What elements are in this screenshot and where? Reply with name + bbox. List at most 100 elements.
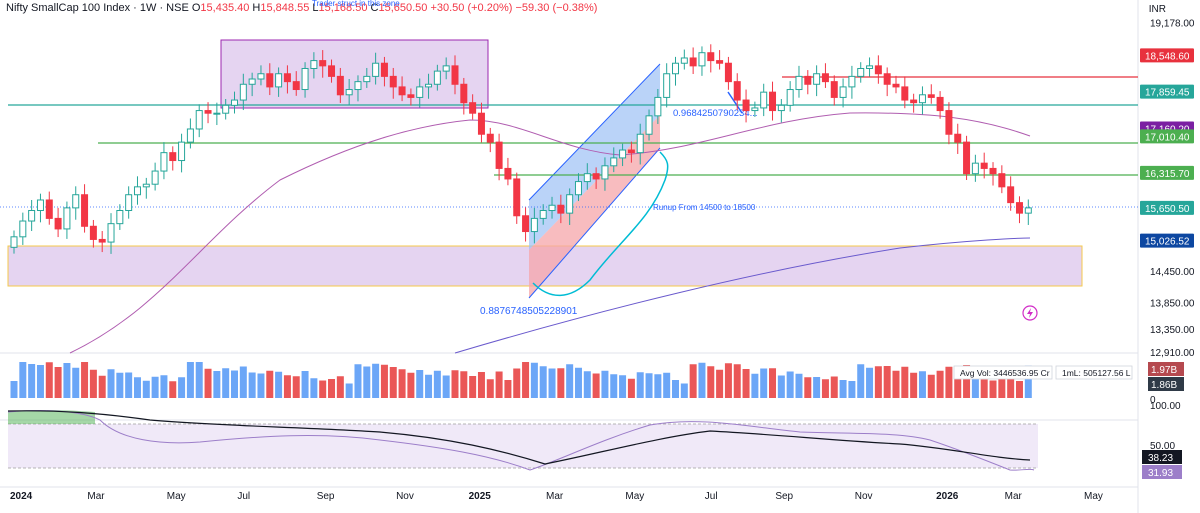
candle-body[interactable] (830, 81, 838, 98)
candle-body[interactable] (857, 67, 865, 77)
candle-body[interactable] (151, 170, 159, 185)
candle-body[interactable] (813, 73, 821, 85)
candle-body[interactable] (380, 62, 388, 77)
candle-body[interactable] (19, 220, 27, 238)
candle-body[interactable] (292, 81, 300, 91)
candle-body[interactable] (839, 86, 847, 98)
candle-body[interactable] (980, 162, 988, 169)
candle-body[interactable] (883, 73, 891, 85)
candle-body[interactable] (186, 128, 194, 143)
candle-body[interactable] (848, 75, 856, 88)
candle-body[interactable] (795, 75, 803, 91)
candle-body[interactable] (116, 210, 124, 225)
candle-body[interactable] (266, 73, 274, 88)
candle-body[interactable] (733, 81, 741, 101)
candle-body[interactable] (619, 149, 627, 159)
candle-body[interactable] (231, 99, 238, 106)
candle-body[interactable] (548, 204, 556, 212)
channel-upper[interactable] (529, 64, 660, 250)
lightning-icon[interactable] (1022, 305, 1038, 321)
candle-body[interactable] (636, 133, 644, 154)
candle-body[interactable] (407, 94, 415, 98)
candle-body[interactable] (769, 91, 777, 112)
candle-body[interactable] (495, 141, 503, 169)
candle-body[interactable] (936, 96, 944, 112)
candle-body[interactable] (566, 194, 574, 214)
candle-body[interactable] (680, 57, 688, 64)
candle-body[interactable] (169, 152, 177, 162)
candle-body[interactable] (389, 75, 397, 88)
candle-body[interactable] (539, 210, 547, 219)
candle-body[interactable] (698, 52, 706, 67)
candle-body[interactable] (354, 81, 362, 91)
candle-body[interactable] (530, 217, 538, 233)
candle-body[interactable] (654, 96, 662, 117)
candle-body[interactable] (751, 107, 759, 112)
candle-body[interactable] (372, 62, 380, 77)
candle-body[interactable] (1015, 202, 1023, 214)
candle-body[interactable] (592, 173, 600, 180)
candle-body[interactable] (707, 52, 715, 62)
candle-body[interactable] (36, 199, 44, 212)
candle-body[interactable] (363, 75, 371, 83)
candle-body[interactable] (777, 104, 785, 112)
candle-body[interactable] (971, 162, 979, 175)
candle-body[interactable] (1007, 186, 1015, 204)
candle-body[interactable] (583, 173, 591, 183)
candle-body[interactable] (81, 194, 89, 227)
candle-body[interactable] (283, 73, 291, 83)
candle-body[interactable] (918, 94, 926, 104)
candle-body[interactable] (178, 141, 186, 162)
candle-body[interactable] (301, 67, 309, 91)
candle-body[interactable] (204, 110, 212, 114)
candle-body[interactable] (160, 152, 168, 172)
candle-body[interactable] (901, 86, 909, 101)
candle-body[interactable] (319, 60, 327, 67)
candle-body[interactable] (574, 181, 582, 196)
candle-body[interactable] (98, 238, 106, 243)
candle-body[interactable] (645, 115, 653, 135)
candle-body[interactable] (672, 62, 679, 75)
candle-body[interactable] (345, 89, 353, 96)
candle-body[interactable] (663, 73, 671, 98)
candle-body[interactable] (125, 194, 133, 212)
candle-body[interactable] (425, 83, 433, 88)
candle-body[interactable] (627, 149, 635, 154)
candle-body[interactable] (433, 70, 441, 85)
candle-body[interactable] (275, 73, 283, 88)
candle-body[interactable] (689, 57, 697, 67)
price-axis[interactable]: 19,178.00 14,450.00 13,850.00 13,350.00 12,9… (1150, 18, 1195, 359)
candle-body[interactable] (248, 78, 256, 85)
candle-body[interactable] (10, 236, 18, 248)
candles[interactable] (10, 44, 1032, 254)
candle-body[interactable] (142, 183, 150, 188)
candle-body[interactable] (239, 83, 247, 101)
candle-body[interactable] (513, 178, 521, 217)
candle-body[interactable] (469, 102, 477, 114)
candle-body[interactable] (460, 83, 468, 104)
candle-body[interactable] (989, 167, 997, 175)
candle-body[interactable] (133, 186, 141, 196)
candle-body[interactable] (716, 60, 724, 64)
candle-body[interactable] (927, 94, 935, 98)
candle-body[interactable] (892, 83, 900, 88)
candle-body[interactable] (724, 62, 732, 83)
candle-body[interactable] (742, 99, 750, 112)
candle-body[interactable] (601, 165, 609, 180)
candle-body[interactable] (821, 73, 829, 83)
candle-body[interactable] (442, 65, 450, 72)
candle-body[interactable] (1024, 207, 1032, 214)
candle-body[interactable] (416, 86, 424, 98)
candle-body[interactable] (963, 141, 971, 175)
candle-body[interactable] (998, 173, 1006, 188)
candle-body[interactable] (328, 65, 336, 77)
time-axis[interactable]: 2024 Mar May Jul Sep Nov 2025 Mar May Jul Sep Nov 20… (10, 491, 1103, 502)
candle-body[interactable] (945, 110, 953, 135)
candle-body[interactable] (45, 199, 53, 219)
candle-body[interactable] (486, 133, 494, 143)
candle-body[interactable] (786, 89, 794, 106)
candle-body[interactable] (28, 210, 36, 222)
candle-body[interactable] (804, 75, 812, 85)
channel-lower[interactable] (529, 115, 660, 298)
